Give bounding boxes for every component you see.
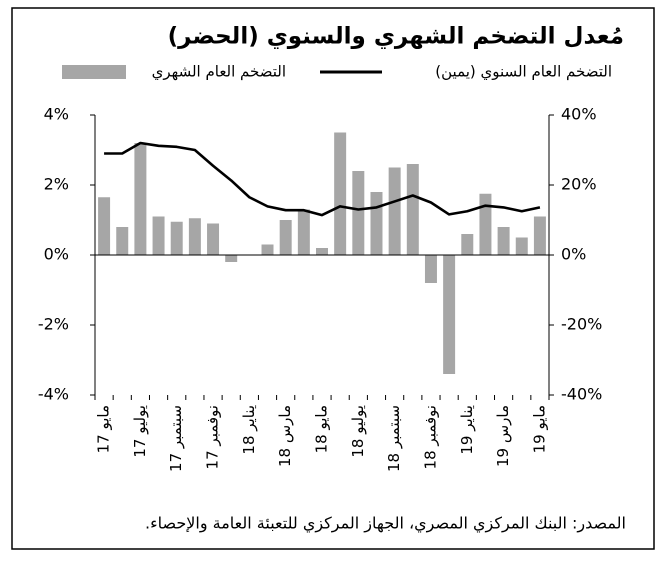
y2-tick-label: 0% [561, 245, 586, 264]
bar [479, 193, 492, 255]
line [104, 141, 541, 217]
x-tick-label: مارس 19 [494, 405, 512, 467]
x-tick-label: يناير 19 [458, 405, 476, 455]
bar [424, 255, 437, 283]
x-tick-label: سبتمبر 18 [385, 405, 403, 472]
x-tick-label: مايو 17 [95, 405, 113, 453]
bar [116, 227, 129, 255]
bar [134, 143, 147, 255]
bar [316, 248, 328, 255]
bar [170, 221, 183, 255]
bar [98, 197, 111, 255]
bar [515, 237, 528, 255]
y-tick-label: 4% [44, 105, 69, 124]
bar [533, 216, 546, 255]
x-tick-label: مايو 18 [313, 405, 331, 453]
x-tick-label: يناير 18 [240, 405, 258, 455]
bar [207, 223, 220, 255]
bar [497, 227, 510, 255]
chart-title: مُعدل التضخم الشهري والسنوي (الحضر) [168, 24, 624, 50]
x-tick-label: نوفمبر 18 [421, 405, 439, 469]
y-tick-label: 0% [44, 245, 69, 264]
frame [11, 7, 655, 550]
bar [279, 220, 292, 255]
legend-label: التضخم العام السنوي (يمين) [435, 63, 612, 82]
y2-tick-label: 40% [561, 105, 597, 124]
x-tick-label: سبتمبر 17 [167, 405, 185, 472]
legend-label: التضخم العام الشهري [152, 63, 286, 82]
x-tick-label: نوفمبر 17 [204, 405, 222, 469]
y2-tick-label: -40% [561, 385, 602, 404]
bar [152, 216, 165, 255]
bar [461, 234, 474, 255]
x-tick-label: يوليو 18 [349, 405, 367, 458]
bar [406, 164, 419, 255]
y-tick-label: -2% [38, 315, 69, 334]
bar [443, 255, 456, 374]
bar [370, 192, 383, 255]
bar [225, 255, 238, 262]
x-tick-label: يوليو 17 [131, 405, 149, 458]
legend-swatch [62, 65, 126, 79]
bar [188, 218, 201, 255]
x-tick-label: مارس 18 [276, 405, 294, 467]
bar [334, 132, 347, 255]
bar [261, 244, 274, 255]
x-tick-label: مايو 19 [530, 405, 548, 453]
y-tick-label: 2% [44, 175, 69, 194]
y2-tick-label: 20% [561, 175, 597, 194]
y-tick-label: -4% [38, 385, 69, 404]
y2-tick-label: -20% [561, 315, 602, 334]
bar [388, 167, 401, 255]
source-note: المصدر: البنك المركزي المصري، الجهاز الم… [145, 514, 626, 534]
bar [297, 209, 310, 255]
bar [352, 171, 365, 255]
